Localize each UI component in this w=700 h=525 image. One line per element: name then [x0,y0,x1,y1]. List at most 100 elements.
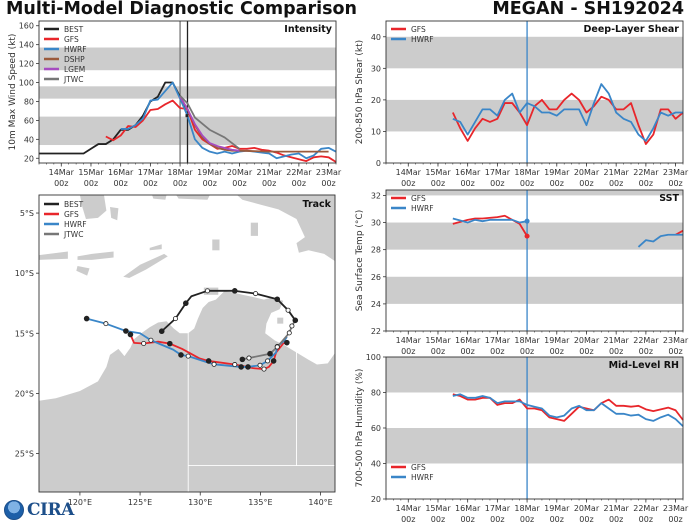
x-tick-label: 16Mar [455,168,481,177]
legend-label: GFS [64,210,79,219]
x-tick-label: 18Mar [514,504,540,513]
lon-tick-label: 120°E [68,498,92,507]
track-point-best [253,291,259,297]
y-tick-label: 80 [24,97,34,106]
x-tick-sublabel: 00z [639,515,653,524]
x-tick-label: 16Mar [455,336,481,345]
x-tick-label: 21Mar [604,504,630,513]
y-tick-label: 100 [19,79,34,88]
noaa-logo-icon [4,500,24,520]
storm-title: MEGAN - SH192024 [492,0,684,19]
y-axis-label: 10m Max Wind Speed (kt) [8,34,18,151]
panel-title: Mid-Level RH [609,360,679,371]
lat-tick-label: 25°S [15,450,34,459]
lon-tick-label: 140°E [308,498,332,507]
legend-label: BEST [64,200,84,209]
plot-frame [385,356,684,500]
x-tick-sublabel: 00z [321,179,335,188]
series-line-hwrf [452,393,684,427]
x-tick-sublabel: 00z [639,179,653,188]
track-point-gfs [141,340,147,346]
track-point-best [158,328,165,335]
x-tick-label: 16Mar [455,504,481,513]
track-point-jtwc [246,355,252,361]
y-tick-label: 28 [371,246,381,255]
sumbawa-island [39,251,68,260]
track-point-hwrf [245,364,251,370]
gray-band [386,276,683,304]
panel-track: 120°E 125°E 130°E 135°E 140°E 5°S 10°S 15°S 20°S… [15,194,336,507]
y-tick-label: 100 [366,353,381,362]
legend-label: BEST [64,25,84,34]
legend-label: GFS [411,25,426,34]
track-point-jtwc [289,323,295,329]
series-line-hwrf [452,83,683,142]
panel-title: Intensity [284,24,332,35]
x-tick-label: 15Mar [425,336,451,345]
x-tick-label: 20Mar [574,168,600,177]
y-tick-label: 20 [24,154,34,163]
buru-island [152,195,167,200]
x-tick-label: 18Mar [514,168,540,177]
x-tick-sublabel: 00z [579,347,593,356]
series-line-hwrf [637,233,683,248]
x-tick-label: 19Mar [544,168,570,177]
x-tick-label: 20Mar [574,504,600,513]
lon-tick-label: 130°E [188,498,212,507]
cira-logo: CIRA [4,500,74,520]
y-tick-label: 30 [371,219,381,228]
y-tick-label: 40 [371,33,381,42]
x-tick-sublabel: 00z [113,179,127,188]
x-tick-label: 21Mar [257,168,283,177]
x-tick-sublabel: 00z [550,347,564,356]
track-point-hwrf [103,321,109,327]
panel-intensity: 20 40 60 80 100 120 140 160 14Mar 00z 15Mar 00z 16Ma… [8,20,342,188]
x-tick-sublabel: 00z [54,179,68,188]
lon-tick-label: 135°E [248,498,272,507]
x-tick-label: 22Mar [286,168,312,177]
y-tick-label: 120 [19,60,34,69]
page-title: Multi-Model Diagnostic Comparison [6,0,357,19]
legend-label: GFS [411,463,426,472]
lat-tick-label: 20°S [15,389,34,398]
track-point-hwrf [185,353,191,359]
track-point-jtwc [239,356,246,363]
legend-label: HWRF [411,204,434,213]
x-tick-sublabel: 00z [520,347,534,356]
track-point-gfs [127,331,134,338]
x-tick-label: 17Mar [138,168,164,177]
track-point-jtwc [267,350,273,357]
legend-label: GFS [411,194,426,203]
cira-logo-text: CIRA [27,500,74,520]
track-point-hwrf [211,361,217,367]
x-tick-label: 14Mar [396,168,422,177]
y-tick-label: 22 [371,327,381,336]
y-tick-label: 30 [371,64,381,73]
x-tick-sublabel: 00z [460,179,474,188]
x-tick-sublabel: 00z [292,179,306,188]
x-tick-label: 19Mar [197,168,223,177]
panel-title: SST [659,193,679,204]
x-tick-sublabel: 00z [668,347,682,356]
track-point-jtwc [274,344,280,350]
sumba-island [76,265,90,276]
legend-label: GFS [64,35,79,44]
track-point-hwrf [83,315,90,322]
track-point-best [204,288,210,294]
series-line-hwrf [452,217,528,224]
x-tick-sublabel: 00z [490,515,504,524]
x-tick-sublabel: 00z [639,347,653,356]
track-point-hwrf [178,352,184,358]
x-tick-label: 14Mar [396,336,422,345]
track-line-best [161,289,297,332]
x-tick-sublabel: 00z [490,347,504,356]
new-guinea-land [237,195,335,262]
series-line-best [39,81,189,155]
x-tick-sublabel: 00z [460,347,474,356]
track-point-best [172,316,178,322]
track-point-hwrf [238,364,244,370]
x-tick-sublabel: 00z [431,179,445,188]
x-tick-label: 20Mar [574,336,600,345]
x-tick-sublabel: 00z [609,347,623,356]
seram-island [176,195,210,200]
